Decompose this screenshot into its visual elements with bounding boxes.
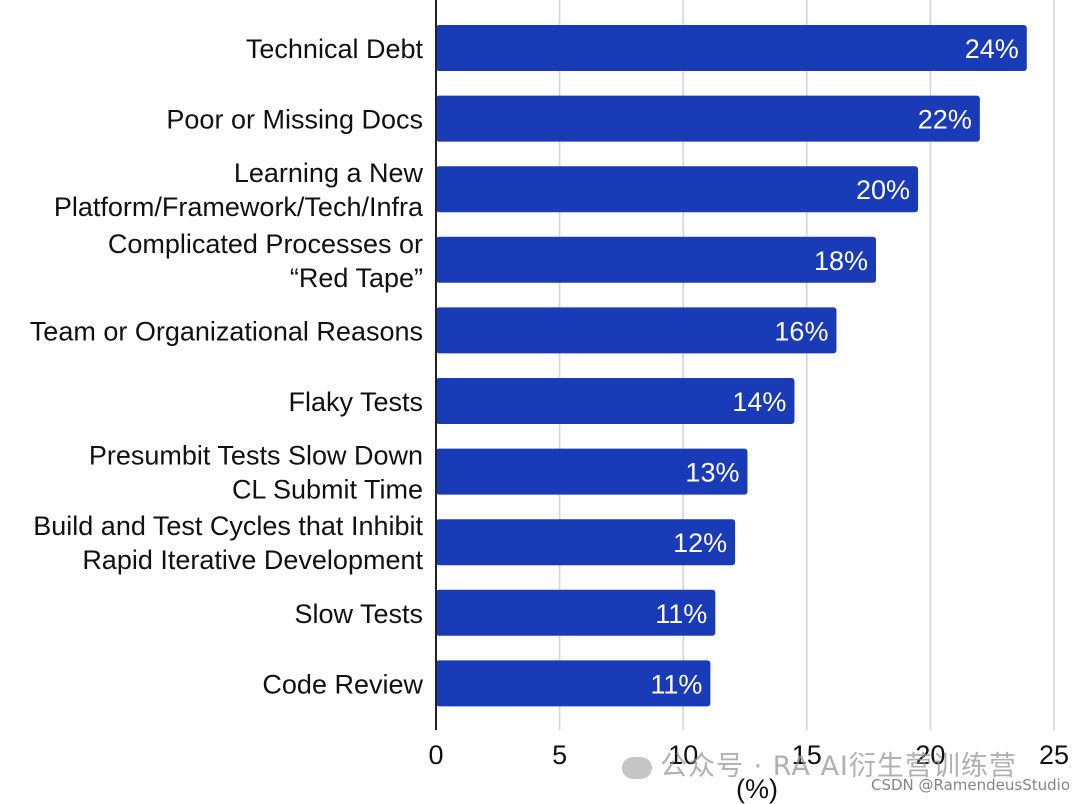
category-label-5: Flaky Tests bbox=[288, 387, 423, 417]
x-axis-title: (%) bbox=[736, 774, 778, 804]
data-label-7: 12% bbox=[673, 528, 727, 558]
x-tick-label-0: 0 bbox=[428, 740, 443, 770]
watermark-text: 公众号 · RA AI衍生营训练营 bbox=[622, 744, 1017, 783]
data-label-5: 14% bbox=[732, 387, 786, 417]
bar-7 bbox=[436, 519, 736, 566]
category-label-6-line-1: CL Submit Time bbox=[232, 475, 423, 505]
category-label-3-line-1: “Red Tape” bbox=[290, 263, 423, 293]
bar-9 bbox=[436, 660, 711, 707]
x-tick-label-3: 15 bbox=[792, 740, 822, 770]
category-label-8: Slow Tests bbox=[294, 599, 423, 629]
category-label-6-line-0: Presumbit Tests Slow Down bbox=[89, 441, 423, 471]
data-label-9: 11% bbox=[650, 669, 702, 699]
x-tick-label-1: 5 bbox=[552, 740, 567, 770]
bar-6 bbox=[436, 448, 748, 495]
data-label-6: 13% bbox=[685, 458, 739, 488]
bar-8 bbox=[436, 589, 716, 636]
watermark-main-label: 公众号 · RA AI衍生营训练营 bbox=[660, 751, 1017, 782]
bar-layer bbox=[436, 25, 1027, 707]
bar-0 bbox=[436, 25, 1027, 71]
category-label-7-line-1: Rapid Iterative Development bbox=[82, 545, 423, 575]
bar-5 bbox=[436, 378, 795, 424]
x-tick-label-5: 25 bbox=[1039, 740, 1069, 770]
category-label-7-line-0: Build and Test Cycles that Inhibit bbox=[33, 511, 423, 541]
data-label-0: 24% bbox=[965, 34, 1019, 64]
data-label-4: 16% bbox=[774, 316, 828, 346]
data-label-1: 22% bbox=[918, 105, 972, 135]
bar-2 bbox=[436, 166, 919, 213]
category-label-3-line-0: Complicated Processes or bbox=[108, 229, 423, 259]
data-label-8: 11% bbox=[655, 599, 707, 629]
category-label-2-line-0: Learning a New bbox=[234, 158, 424, 188]
bar-3 bbox=[436, 236, 877, 283]
category-label-2-line-1: Platform/Framework/Tech/Infra bbox=[54, 192, 424, 222]
x-tick-label-4: 20 bbox=[915, 740, 945, 770]
watermark-source: CSDN @RamendeusStudio bbox=[870, 776, 1070, 794]
category-label-1: Poor or Missing Docs bbox=[166, 105, 423, 135]
axis-layer: 0 5 10 15 20 25 bbox=[428, 0, 1069, 770]
category-label-4: Team or Organizational Reasons bbox=[30, 316, 423, 346]
label-layer: 24% Technical Debt 22% Poor or Missing Docs… bbox=[30, 34, 1019, 699]
bar-4 bbox=[436, 307, 837, 354]
data-label-2: 20% bbox=[856, 175, 910, 205]
bar-1 bbox=[436, 95, 980, 142]
x-tick-label-2: 10 bbox=[668, 740, 698, 770]
category-label-9: Code Review bbox=[262, 669, 423, 699]
category-label-0: Technical Debt bbox=[246, 34, 424, 64]
data-label-3: 18% bbox=[814, 246, 868, 276]
wechat-icon bbox=[622, 756, 652, 779]
